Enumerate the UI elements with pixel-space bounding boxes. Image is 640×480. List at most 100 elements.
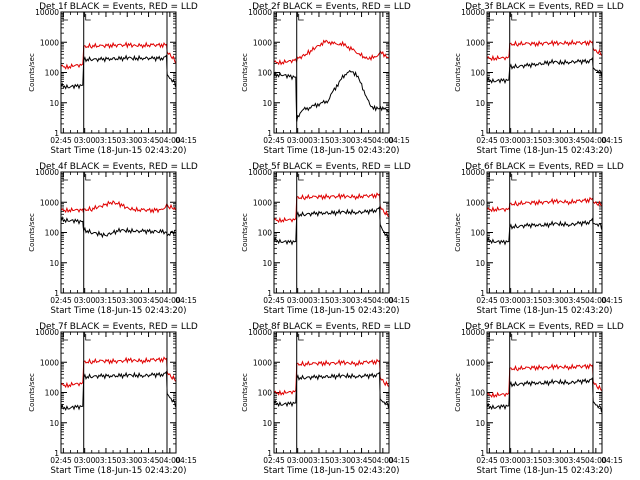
x-tick-label: 03:45: [564, 456, 586, 465]
x-tick-label: 03:15: [95, 296, 117, 305]
series-lld-line: [487, 38, 602, 62]
marker-bracket: [275, 174, 281, 181]
x-tick-label: 03:45: [138, 136, 160, 145]
chart-panel-3: Det 3f BLACK = Events, RED = LLD Counts/s…: [454, 2, 624, 156]
y-tick-label: 10000: [461, 328, 485, 337]
y-tick-label: 10: [262, 259, 272, 268]
series-lld-line: [61, 200, 176, 214]
y-tick-label: 10000: [461, 8, 485, 17]
x-tick-label: 03:00: [500, 296, 522, 305]
series-lld-line: [61, 356, 176, 389]
x-tick-label: 03:45: [351, 456, 373, 465]
x-tick-label: 03:15: [521, 136, 543, 145]
x-axis-label: Start Time (18-Jun-15 02:43:20): [51, 466, 187, 476]
x-tick-label: 03:15: [308, 296, 330, 305]
series-events-line: [61, 53, 176, 90]
marker-bracket: [488, 334, 494, 341]
x-tick-label: 03:15: [95, 136, 117, 145]
y-tick-label: 10: [475, 99, 485, 108]
x-tick-label: 04:00: [159, 456, 181, 465]
x-tick-label: 03:30: [329, 136, 351, 145]
marker-bracket: [62, 334, 68, 341]
chart-panel-5: Det 5f BLACK = Events, RED = LLD Counts/s…: [241, 162, 411, 316]
x-tick-label: 03:45: [138, 456, 160, 465]
chart-panel-2: Det 2f BLACK = Events, RED = LLD Counts/s…: [241, 2, 411, 156]
marker-bracket: [275, 334, 281, 341]
chart-panel-4: Det 4f BLACK = Events, RED = LLD Counts/s…: [28, 162, 198, 316]
y-axis-label: Counts/sec: [454, 213, 462, 252]
chart-title: Det 9f BLACK = Events, RED = LLD: [465, 322, 624, 332]
x-tick-label: 03:30: [329, 456, 351, 465]
y-tick-label: 1000: [40, 198, 59, 207]
x-tick-label: 03:15: [95, 456, 117, 465]
x-tick-label: 04:15: [175, 136, 197, 145]
y-tick-label: 1: [267, 129, 272, 138]
y-tick-label: 1: [54, 449, 59, 458]
x-tick-label: 03:45: [351, 296, 373, 305]
x-tick-label: 03:30: [542, 456, 564, 465]
y-axis-label: Counts/sec: [28, 373, 36, 412]
series-events-line: [487, 217, 602, 246]
plot-area: [487, 332, 602, 453]
x-tick-label: 03:45: [351, 136, 373, 145]
y-tick-label: 10: [262, 419, 272, 428]
marker-bracket: [488, 174, 494, 181]
y-axis-label: Counts/sec: [241, 213, 249, 252]
chart-panel-7: Det 7f BLACK = Events, RED = LLD Counts/s…: [28, 322, 198, 476]
plot-frame: [486, 331, 603, 454]
x-tick-label: 04:00: [585, 456, 607, 465]
y-tick-label: 10: [49, 259, 59, 268]
plot-frame: [60, 331, 177, 454]
y-tick-label: 1: [54, 289, 59, 298]
series-lld-line: [487, 363, 602, 399]
chart-panel-8: Det 8f BLACK = Events, RED = LLD Counts/s…: [241, 322, 411, 476]
plot-frame: [486, 171, 603, 294]
y-axis-label: Counts/sec: [454, 373, 462, 412]
y-tick-label: 10000: [35, 8, 59, 17]
series-events-line: [487, 56, 602, 85]
x-tick-label: 03:00: [74, 136, 96, 145]
marker-bracket: [85, 14, 91, 21]
marker-bracket: [298, 334, 304, 341]
x-tick-label: 03:00: [500, 456, 522, 465]
y-tick-label: 1: [267, 449, 272, 458]
x-tick-label: 02:45: [50, 136, 72, 145]
y-tick-label: 1000: [466, 358, 485, 367]
x-tick-label: 04:00: [372, 456, 394, 465]
y-tick-label: 1000: [466, 198, 485, 207]
y-tick-label: 10000: [248, 8, 272, 17]
x-tick-label: 04:15: [175, 296, 197, 305]
y-tick-label: 100: [258, 389, 273, 398]
plot-frame: [60, 171, 177, 294]
x-tick-label: 03:30: [542, 296, 564, 305]
x-tick-label: 02:45: [50, 296, 72, 305]
chart-title: Det 2f BLACK = Events, RED = LLD: [252, 2, 411, 12]
x-tick-label: 03:00: [287, 296, 309, 305]
plot-frame: [486, 11, 603, 134]
chart-title: Det 7f BLACK = Events, RED = LLD: [39, 322, 198, 332]
series-lld-line: [487, 196, 602, 213]
y-axis-label: Counts/sec: [241, 373, 249, 412]
plot-area: [274, 172, 389, 293]
x-axis-label: Start Time (18-Jun-15 02:43:20): [264, 146, 400, 156]
y-tick-label: 10: [49, 419, 59, 428]
x-tick-label: 04:15: [388, 296, 410, 305]
chart-title: Det 3f BLACK = Events, RED = LLD: [465, 2, 624, 12]
x-tick-label: 04:15: [601, 296, 623, 305]
x-tick-label: 04:00: [372, 136, 394, 145]
y-tick-label: 1000: [253, 198, 272, 207]
y-tick-label: 10: [475, 259, 485, 268]
y-tick-label: 10000: [461, 168, 485, 177]
marker-bracket: [511, 174, 517, 181]
series-lld-line: [61, 41, 176, 70]
x-tick-label: 02:45: [476, 296, 498, 305]
x-tick-label: 03:15: [521, 296, 543, 305]
plot-area: [61, 332, 176, 453]
x-tick-label: 03:45: [564, 136, 586, 145]
x-tick-label: 03:00: [287, 136, 309, 145]
marker-bracket: [488, 14, 494, 21]
plot-area: [274, 332, 389, 453]
x-axis-label: Start Time (18-Jun-15 02:43:20): [51, 146, 187, 156]
y-tick-label: 1: [54, 129, 59, 138]
